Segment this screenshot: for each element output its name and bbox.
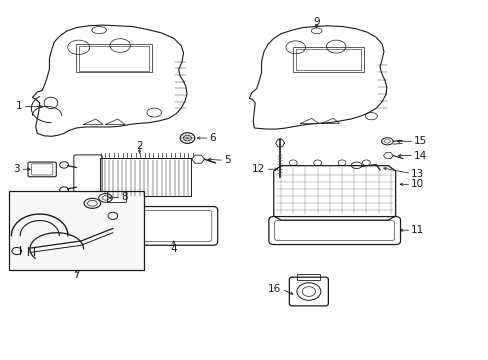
- Bar: [297, 274, 319, 280]
- Text: 13: 13: [410, 168, 424, 179]
- Text: 12: 12: [252, 164, 265, 174]
- Bar: [76, 44, 152, 72]
- Text: 3: 3: [14, 164, 20, 174]
- Text: 6: 6: [209, 133, 216, 143]
- Text: 5: 5: [224, 155, 230, 165]
- Bar: [296, 49, 360, 70]
- Text: 7: 7: [73, 270, 80, 280]
- Text: 2: 2: [136, 141, 142, 151]
- Text: 16: 16: [268, 284, 281, 294]
- Text: 9: 9: [313, 17, 319, 27]
- Text: 10: 10: [410, 179, 424, 189]
- Text: 11: 11: [410, 225, 424, 235]
- Bar: [9, 192, 143, 270]
- Bar: [107, 191, 126, 202]
- Text: 15: 15: [413, 136, 427, 146]
- Text: 8: 8: [122, 192, 128, 202]
- Text: 14: 14: [413, 150, 427, 161]
- Bar: [100, 158, 190, 196]
- Text: 1: 1: [16, 102, 22, 112]
- Bar: [79, 46, 149, 71]
- Text: 4: 4: [170, 244, 177, 254]
- Bar: [293, 46, 363, 72]
